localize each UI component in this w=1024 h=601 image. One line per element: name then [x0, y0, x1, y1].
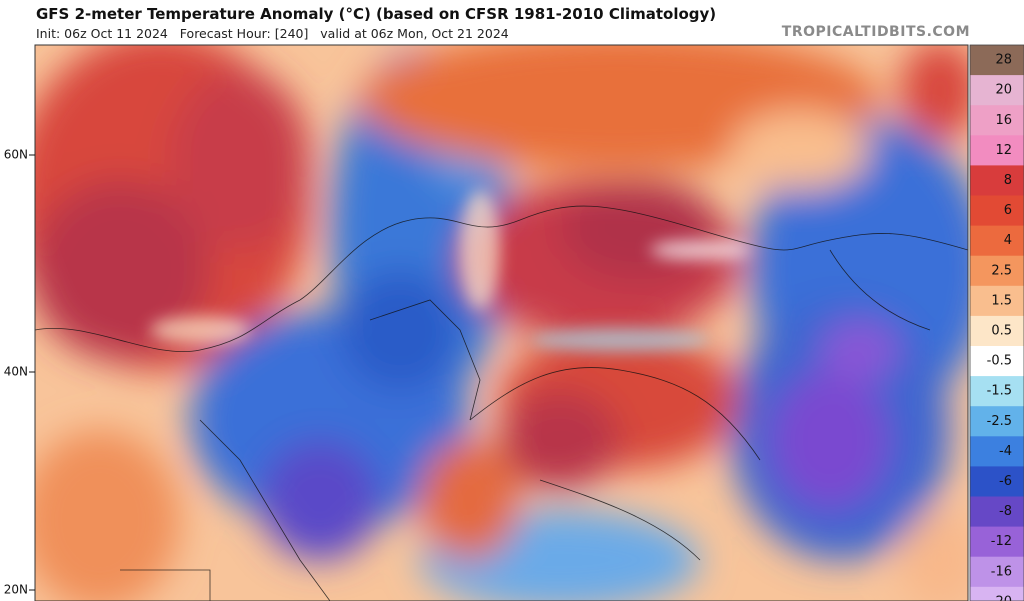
borders [35, 205, 968, 601]
colorbar-label: -0.5 [987, 354, 1012, 369]
colorbar: 28 20 16 12 8 6 4 2.5 1.5 0.5 -0.5 -1.5 -2.5 -4 -6 -8 -1… [969, 44, 1024, 601]
colorbar-swatch [970, 225, 1024, 257]
colorbar-swatch [970, 406, 1024, 437]
colorbar-swatch [970, 526, 1024, 558]
watermark: TROPICALTIDBITS.COM [781, 24, 970, 40]
colorbar-label: -2.5 [987, 414, 1012, 429]
colorbar-label: -6 [999, 474, 1012, 489]
colorbar-frame [969, 44, 1024, 601]
colorbar-label: -12 [991, 534, 1012, 549]
latitude-label: 40N [4, 365, 28, 379]
colorbar-label: -1.5 [987, 384, 1012, 399]
colorbar-label: 6 [1004, 203, 1012, 218]
colorbar-swatch [970, 436, 1024, 467]
latitude-label: 20N [4, 583, 28, 597]
colorbar-label: 12 [995, 143, 1012, 158]
colorbar-label: -16 [991, 564, 1012, 579]
colorbar-swatch [970, 466, 1024, 497]
colorbar-swatch [970, 195, 1024, 227]
map-subtitle: Init: 06z Oct 11 2024 Forecast Hour: [24… [36, 26, 509, 41]
colorbar-label: 0.5 [991, 323, 1012, 338]
colorbar-label: 2.5 [991, 263, 1012, 278]
colorbar-swatch [970, 285, 1024, 317]
colorbar-label: -4 [999, 444, 1012, 459]
anomaly-field [35, 45, 968, 601]
colorbar-swatch [970, 496, 1024, 528]
colorbar-swatch [970, 586, 1024, 601]
latitude-labels: 60N 40N 20N [4, 148, 35, 597]
colorbar-swatch [970, 255, 1024, 287]
colorbar-swatch [970, 105, 1024, 136]
colorbar-label: 28 [995, 53, 1012, 68]
map-frame [34, 44, 969, 601]
colorbar-swatch [970, 45, 1024, 76]
colorbar-swatch [970, 376, 1024, 407]
colorbar-swatch [970, 315, 1024, 347]
colorbar-label: -20 [991, 594, 1012, 601]
colorbar-swatch [970, 135, 1024, 166]
colorbar-swatch [970, 346, 1024, 377]
colorbar-swatch [970, 556, 1024, 588]
map-title: GFS 2-meter Temperature Anomaly (°C) (ba… [36, 5, 717, 23]
colorbar-swatch [970, 165, 1024, 196]
colorbar-swatch [970, 75, 1024, 106]
colorbar-label: -8 [999, 504, 1012, 519]
colorbar-label: 1.5 [991, 293, 1012, 308]
colorbar-label: 8 [1004, 173, 1012, 188]
colorbar-label: 16 [995, 113, 1012, 128]
latitude-label: 60N [4, 148, 28, 162]
colorbar-label: 4 [1004, 233, 1012, 248]
colorbar-label: 20 [995, 83, 1012, 98]
